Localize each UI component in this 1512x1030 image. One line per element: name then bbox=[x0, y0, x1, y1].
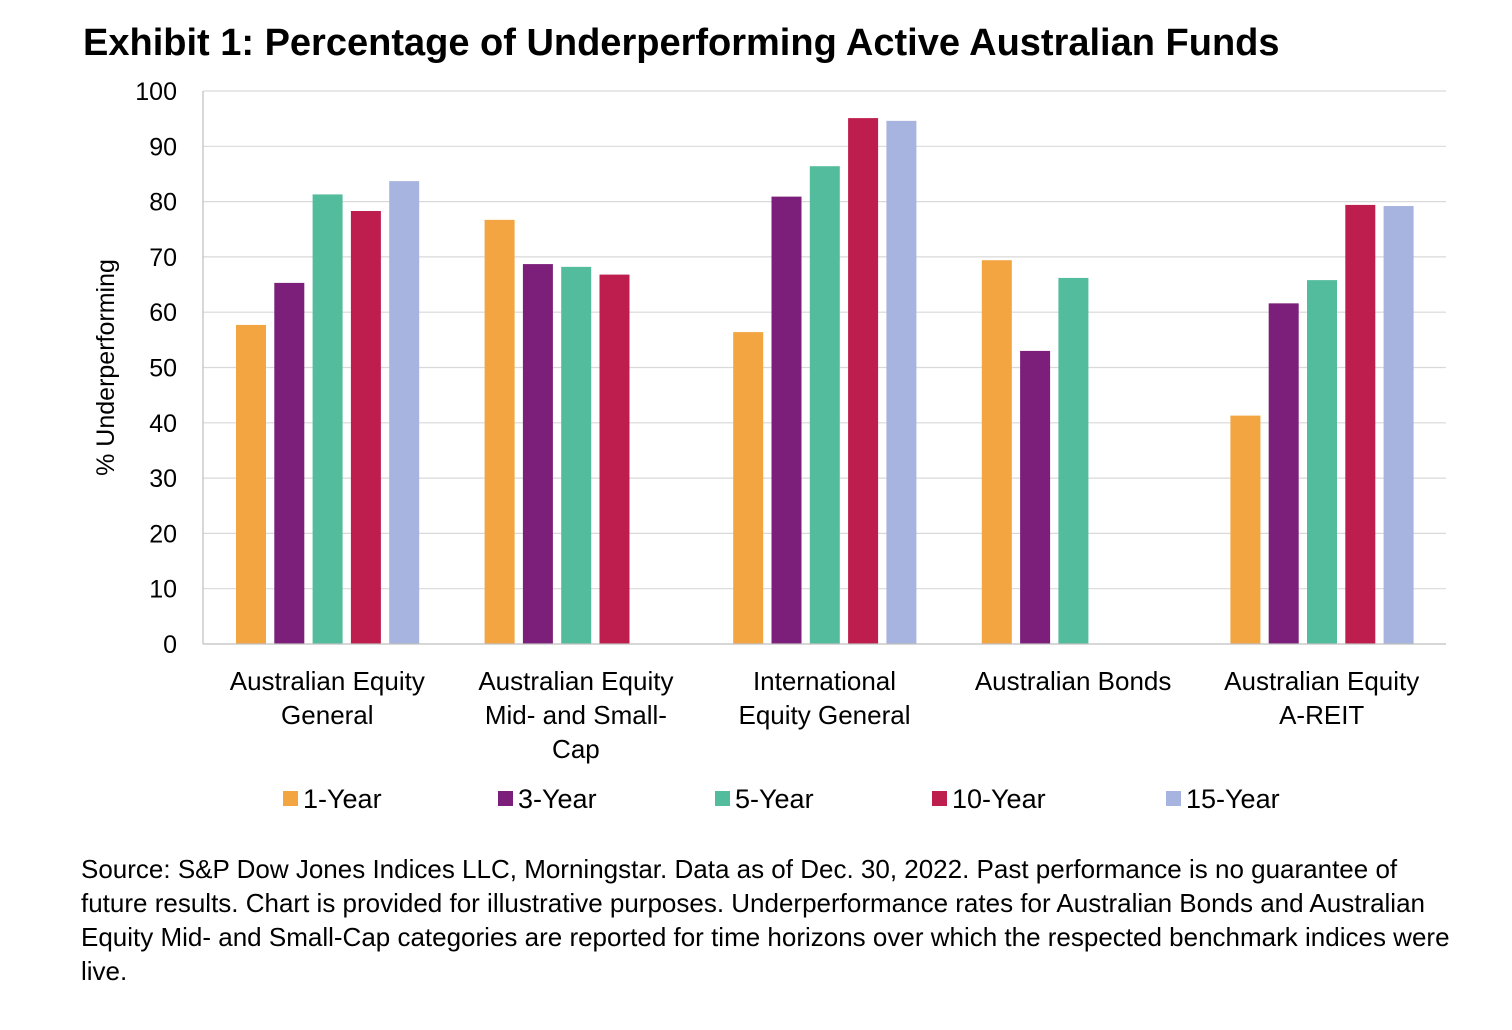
bar-3-year-0 bbox=[274, 282, 305, 644]
bars bbox=[236, 118, 1414, 645]
category-label: Australian Equity General bbox=[230, 666, 425, 730]
legend-item-1-year: 1-Year bbox=[283, 784, 382, 814]
bar-10-year-1 bbox=[599, 274, 630, 644]
legend-swatch bbox=[715, 791, 730, 806]
category-label-line: Equity General bbox=[739, 700, 911, 730]
legend-label: 5-Year bbox=[735, 784, 814, 814]
bar-5-year-3 bbox=[1058, 277, 1089, 644]
y-tick-label: 50 bbox=[149, 355, 177, 383]
y-tick-label: 80 bbox=[149, 189, 177, 217]
bar-1-year-4 bbox=[1230, 415, 1261, 644]
bar-3-year-2 bbox=[771, 196, 802, 645]
legend-swatch bbox=[932, 791, 947, 806]
category-label-line: Cap bbox=[552, 734, 600, 764]
y-tick-label: 70 bbox=[149, 244, 177, 272]
y-tick-label: 0 bbox=[163, 631, 177, 659]
category-label-line: Mid- and Small- bbox=[485, 700, 667, 730]
bar-1-year-1 bbox=[484, 219, 515, 644]
source-note: Source: S&P Dow Jones Indices LLC, Morni… bbox=[81, 854, 1450, 986]
bar-15-year-0 bbox=[389, 181, 420, 645]
y-tick-label: 20 bbox=[149, 520, 177, 548]
legend-item-5-year: 5-Year bbox=[715, 784, 814, 814]
legend-label: 3-Year bbox=[518, 784, 597, 814]
y-tick-label: 40 bbox=[149, 410, 177, 438]
legend-item-10-year: 10-Year bbox=[932, 784, 1046, 814]
bar-3-year-3 bbox=[1020, 350, 1051, 644]
legend-item-15-year: 15-Year bbox=[1166, 784, 1280, 814]
legend-swatch bbox=[283, 791, 298, 806]
category-label: Australian Equity A-REIT bbox=[1224, 666, 1419, 730]
legend-label: 1-Year bbox=[303, 784, 382, 814]
category-label-line: Australian Equity bbox=[1224, 666, 1419, 696]
category-label-line: Australian Equity bbox=[478, 666, 673, 696]
bar-15-year-2 bbox=[886, 120, 917, 644]
y-tick-label: 30 bbox=[149, 465, 177, 493]
bar-5-year-0 bbox=[312, 194, 343, 644]
legend-swatch bbox=[498, 791, 513, 806]
bar-10-year-4 bbox=[1345, 204, 1376, 644]
bar-1-year-3 bbox=[981, 260, 1012, 644]
bar-1-year-2 bbox=[733, 332, 764, 644]
y-axis: 0 10 20 30 40 50 60 70 80 90 100 % Underperforming bbox=[92, 78, 204, 659]
bar-5-year-2 bbox=[809, 166, 840, 644]
y-tick-label: 100 bbox=[135, 78, 177, 106]
category-label-line: Australian Bonds bbox=[975, 666, 1172, 696]
bar-10-year-2 bbox=[848, 118, 879, 645]
legend-swatch bbox=[1166, 791, 1181, 806]
bar-15-year-4 bbox=[1383, 206, 1414, 645]
y-tick-label: 10 bbox=[149, 576, 177, 604]
bar-3-year-4 bbox=[1268, 303, 1299, 644]
bar-10-year-0 bbox=[350, 211, 381, 644]
y-tick-label: 90 bbox=[149, 133, 177, 161]
legend: 1-Year 3-Year 5-Year 10-Year 15-Year bbox=[283, 784, 1280, 814]
category-label: International Equity General bbox=[739, 666, 911, 730]
y-tick-label: 60 bbox=[149, 299, 177, 327]
bar-5-year-4 bbox=[1307, 280, 1337, 644]
legend-label: 10-Year bbox=[952, 784, 1046, 814]
category-label-line: A-REIT bbox=[1279, 700, 1364, 730]
category-label: Australian Bonds bbox=[975, 666, 1172, 696]
bar-3-year-1 bbox=[522, 264, 553, 644]
bar-1-year-0 bbox=[236, 324, 266, 644]
bar-5-year-1 bbox=[561, 266, 592, 644]
category-label-line: General bbox=[281, 700, 374, 730]
category-label-line: International bbox=[753, 666, 896, 696]
legend-item-3-year: 3-Year bbox=[498, 784, 597, 814]
category-label-line: Australian Equity bbox=[230, 666, 425, 696]
legend-label: 15-Year bbox=[1186, 784, 1280, 814]
chart-title: Exhibit 1: Percentage of Underperforming… bbox=[83, 22, 1280, 64]
category-label: Australian Equity Mid- and Small- Cap bbox=[478, 666, 673, 764]
y-axis-title: % Underperforming bbox=[92, 259, 120, 476]
